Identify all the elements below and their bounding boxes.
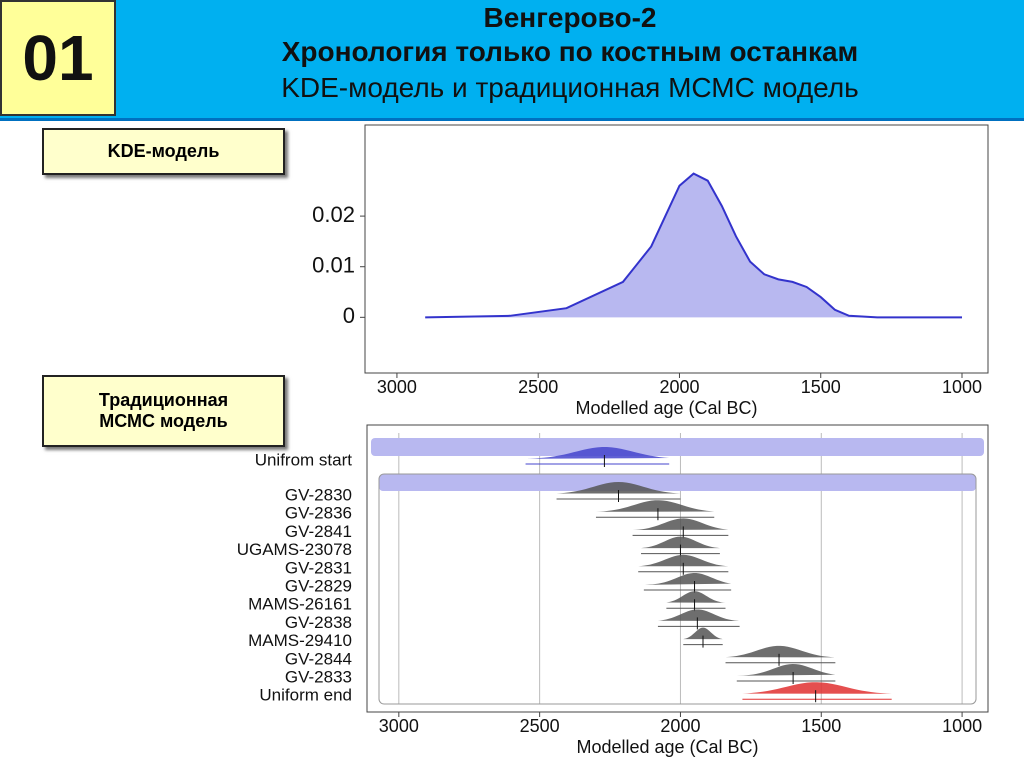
phase-frame xyxy=(378,473,977,705)
panel-label: Традиционная МСМС модель xyxy=(42,375,285,447)
distribution xyxy=(595,500,715,512)
distribution xyxy=(643,573,732,585)
row-label: UGAMS-23078 xyxy=(237,540,352,559)
x-tick-label: 2000 xyxy=(660,716,700,736)
distribution xyxy=(657,609,740,621)
row-label: Uniform end xyxy=(259,686,352,705)
row-label: MAMS-29410 xyxy=(248,631,352,650)
x-tick-label: 1500 xyxy=(801,377,841,397)
slide-number: 01 xyxy=(0,0,116,116)
row-label: GV-2830 xyxy=(285,485,352,504)
distribution xyxy=(683,627,723,640)
plot-frame xyxy=(364,124,989,374)
distribution xyxy=(556,482,681,494)
x-axis-label: Modelled age (Cal BC) xyxy=(575,398,757,418)
row-label: MAMS-26161 xyxy=(248,595,352,614)
distribution xyxy=(638,554,729,567)
line xyxy=(425,172,963,319)
panel-label: KDE-модель xyxy=(42,128,285,175)
y-tick-label: 0 xyxy=(343,303,355,328)
phase-band xyxy=(371,438,984,456)
distribution xyxy=(632,518,729,531)
y-tick-label: 0.01 xyxy=(312,253,355,278)
row-label: GV-2841 xyxy=(285,522,352,541)
header xyxy=(0,0,1024,121)
row-label: GV-2838 xyxy=(285,613,352,632)
x-tick-label: 2000 xyxy=(659,377,699,397)
subtitle-2: KDE-модель и традиционная МСМС модель xyxy=(281,72,859,103)
subtitle: Хронология только по костным останкам xyxy=(281,36,859,67)
y-tick-label: 0.02 xyxy=(312,202,355,227)
row-label: Unifrom start xyxy=(255,450,353,469)
row-label: GV-2831 xyxy=(285,558,352,577)
x-tick-label: 1000 xyxy=(942,377,982,397)
x-tick-label: 1500 xyxy=(801,716,841,736)
distribution xyxy=(742,682,892,694)
x-axis-label: Modelled age (Cal BC) xyxy=(576,737,758,757)
plot-frame xyxy=(366,424,989,713)
row-label: GV-2844 xyxy=(285,649,352,668)
x-tick-label: 3000 xyxy=(379,716,419,736)
distribution xyxy=(666,591,726,603)
phase-band xyxy=(379,474,976,491)
row-label: GV-2829 xyxy=(285,576,352,595)
x-tick-label: 1000 xyxy=(942,716,982,736)
distribution xyxy=(641,536,720,549)
row-label: GV-2836 xyxy=(285,504,352,523)
x-tick-label: 2500 xyxy=(520,716,560,736)
row-label: GV-2833 xyxy=(285,667,352,686)
distribution xyxy=(525,447,670,459)
x-tick-label: 3000 xyxy=(377,377,417,397)
distribution xyxy=(725,645,836,658)
area xyxy=(425,173,963,318)
x-tick-label: 2500 xyxy=(518,377,558,397)
title: Венгерово-2 xyxy=(483,2,657,33)
distribution xyxy=(736,664,836,676)
